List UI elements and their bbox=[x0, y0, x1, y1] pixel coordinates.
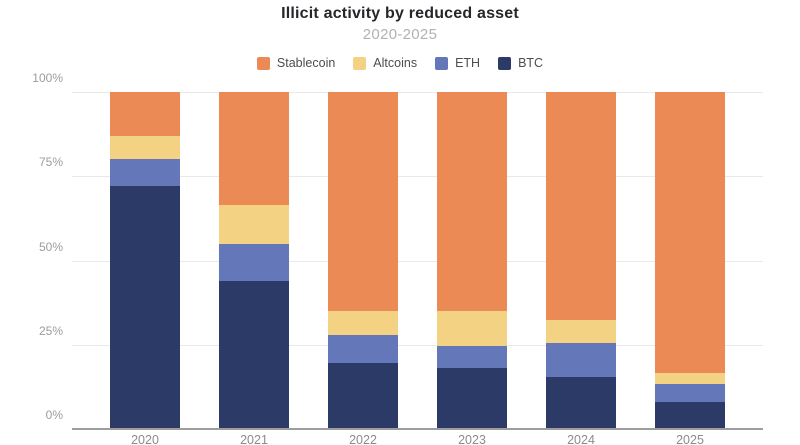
bar-segment-eth-2022[interactable] bbox=[328, 334, 398, 364]
legend-item-stablecoin[interactable]: Stablecoin bbox=[256, 56, 336, 70]
bar-segment-stablecoin-2023[interactable] bbox=[437, 92, 507, 312]
legend-item-eth[interactable]: ETH bbox=[435, 56, 480, 70]
bar-segment-stablecoin-2024[interactable] bbox=[546, 92, 616, 320]
y-tick-label-50: 50% bbox=[38, 239, 63, 254]
x-axis-labels: 2020 2021 2022 2023 2024 2025 bbox=[72, 433, 763, 445]
legend-swatch-icon bbox=[353, 56, 367, 70]
bar-segment-altcoins-2025[interactable] bbox=[655, 373, 725, 384]
x-label-2022: 2022 bbox=[349, 433, 377, 445]
gridline-75 bbox=[72, 176, 763, 178]
y-tick-label-75: 75% bbox=[38, 155, 63, 170]
legend: Stablecoin Altcoins ETH BTC bbox=[0, 56, 800, 70]
legend-item-btc[interactable]: BTC bbox=[498, 56, 543, 70]
bar-2020[interactable] bbox=[110, 92, 180, 429]
bar-segment-eth-2024[interactable] bbox=[546, 343, 616, 377]
gridline-50 bbox=[72, 260, 763, 262]
y-tick-label-0: 0% bbox=[45, 408, 63, 422]
bar-segment-stablecoin-2020[interactable] bbox=[110, 92, 180, 136]
chart-subtitle: 2020-2025 bbox=[362, 26, 438, 43]
legend-swatch-icon bbox=[256, 56, 270, 70]
x-label-2023: 2023 bbox=[458, 433, 486, 445]
x-label-2025: 2025 bbox=[676, 433, 704, 445]
x-label-2021: 2021 bbox=[240, 433, 268, 445]
legend-item-altcoins[interactable]: Altcoins bbox=[353, 56, 417, 70]
gridline-100 bbox=[72, 92, 763, 93]
bar-segment-altcoins-2020[interactable] bbox=[110, 135, 180, 160]
bar-segment-stablecoin-2021[interactable] bbox=[219, 92, 289, 205]
legend-label: ETH bbox=[455, 56, 481, 70]
legend-swatch-icon bbox=[435, 56, 449, 70]
bar-segment-altcoins-2022[interactable] bbox=[328, 311, 398, 335]
bar-2025[interactable] bbox=[655, 92, 725, 429]
bar-segment-btc-2020[interactable] bbox=[110, 186, 180, 429]
bar-segment-stablecoin-2025[interactable] bbox=[655, 92, 725, 374]
plot-area: 0% 25% 50% 75% 100% bbox=[32, 71, 763, 430]
bar-segment-btc-2021[interactable] bbox=[219, 280, 289, 429]
bar-segment-btc-2022[interactable] bbox=[328, 363, 398, 429]
x-label-2020: 2020 bbox=[131, 433, 159, 445]
bar-2021[interactable] bbox=[219, 92, 289, 429]
bar-segment-eth-2021[interactable] bbox=[219, 243, 289, 281]
y-tick-label-25: 25% bbox=[38, 323, 63, 338]
bar-segment-eth-2020[interactable] bbox=[110, 159, 180, 187]
chart-title: Illicit activity by reduced asset bbox=[281, 5, 519, 22]
bar-2023[interactable] bbox=[437, 92, 507, 429]
y-tick-label-100: 100% bbox=[32, 71, 63, 85]
legend-label: Stablecoin bbox=[276, 56, 336, 70]
bar-segment-btc-2024[interactable] bbox=[546, 376, 616, 429]
bar-segment-eth-2025[interactable] bbox=[655, 383, 725, 403]
bar-segment-altcoins-2024[interactable] bbox=[546, 319, 616, 344]
x-axis-line bbox=[72, 428, 763, 430]
bar-segment-eth-2023[interactable] bbox=[437, 346, 507, 369]
bar-2022[interactable] bbox=[328, 92, 398, 429]
bar-segment-stablecoin-2022[interactable] bbox=[328, 92, 398, 312]
bars-container bbox=[72, 92, 763, 429]
bar-segment-altcoins-2023[interactable] bbox=[437, 311, 507, 347]
legend-label: BTC bbox=[518, 56, 544, 70]
legend-swatch-icon bbox=[498, 56, 512, 70]
x-label-2024: 2024 bbox=[567, 433, 595, 445]
legend-label: Altcoins bbox=[373, 56, 418, 70]
chart-area: 0% 25% 50% 75% 100% 2020 2021 2022 2023 2024 2025 bbox=[0, 71, 800, 445]
bar-segment-btc-2023[interactable] bbox=[437, 368, 507, 429]
bar-segment-btc-2025[interactable] bbox=[655, 402, 725, 429]
bar-segment-altcoins-2021[interactable] bbox=[219, 204, 289, 244]
gridline-25 bbox=[72, 344, 763, 346]
bar-2024[interactable] bbox=[546, 92, 616, 429]
